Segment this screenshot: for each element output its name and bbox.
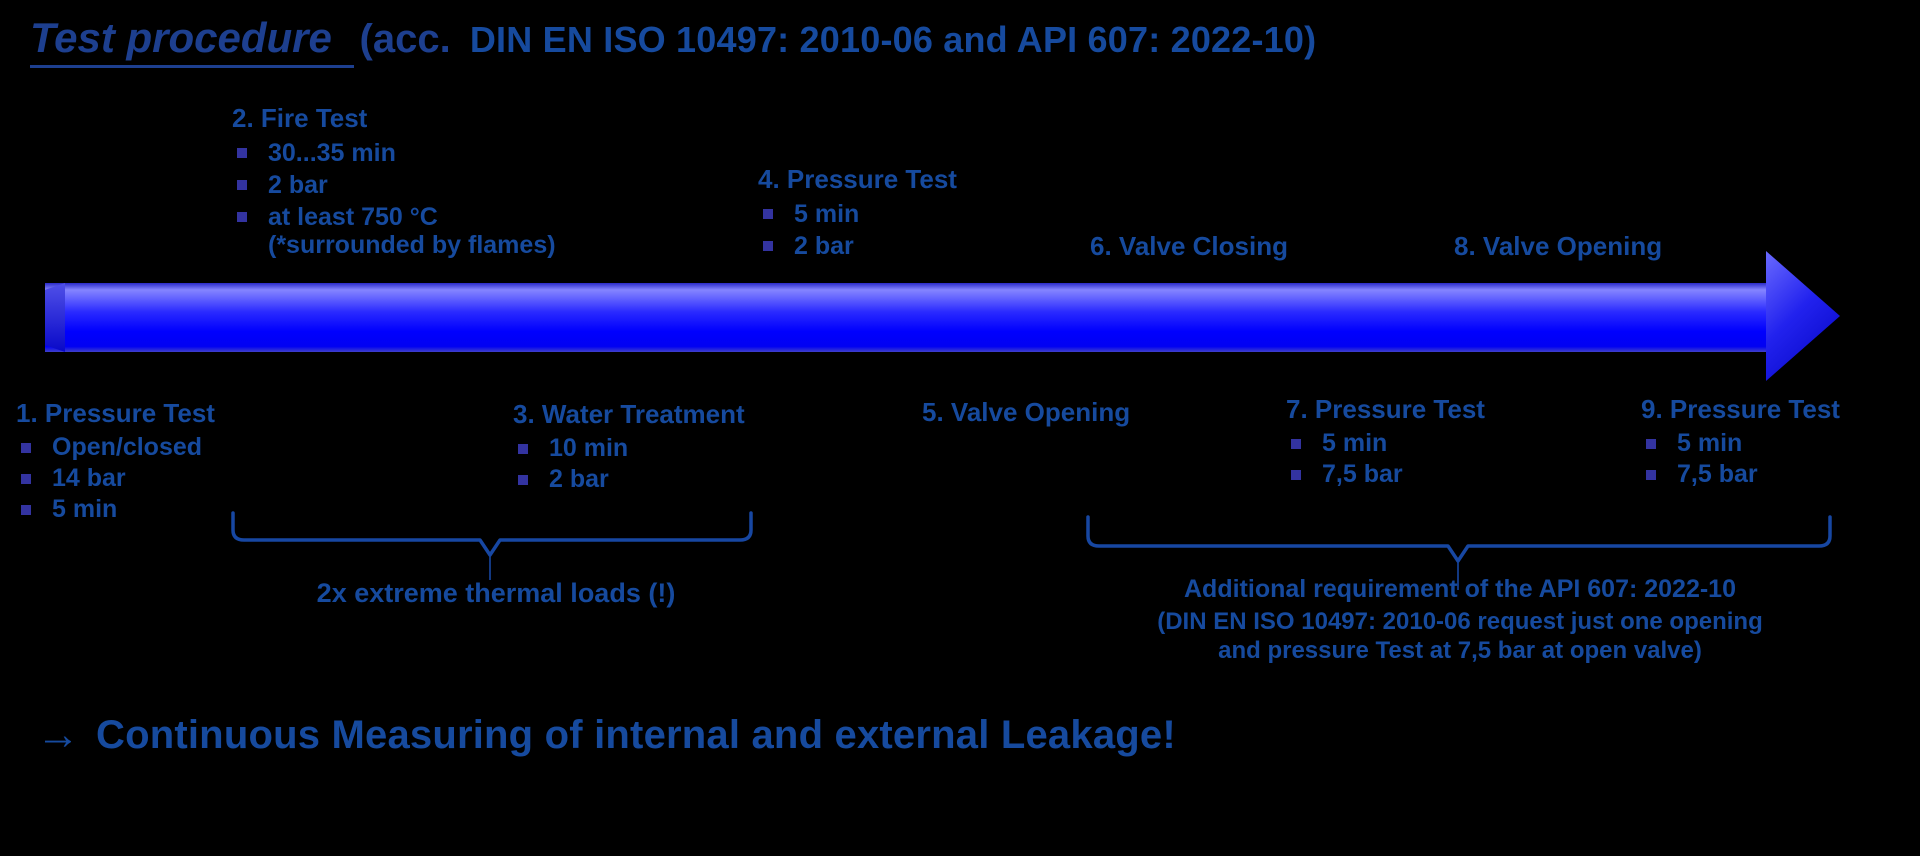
bullet-text: 2 bar bbox=[549, 465, 609, 493]
bullet-item: 5 min bbox=[1641, 428, 1840, 459]
bullet-text: 2 bar bbox=[794, 231, 854, 260]
bullet-text: 5 min bbox=[794, 199, 860, 228]
step-9-pressure-test: 9. Pressure Test 5 min 7,5 bar bbox=[1641, 394, 1840, 490]
bullet-square-icon bbox=[21, 473, 31, 484]
step-1-pressure-test: 1. Pressure Test Open/closed 14 bar 5 mi… bbox=[16, 398, 215, 525]
bullet-text: 7,5 bar bbox=[1322, 460, 1403, 488]
right-brace-subcaption-line1: (DIN EN ISO 10497: 2010-06 request just … bbox=[1157, 608, 1763, 635]
bullet-square-icon bbox=[237, 148, 247, 158]
bullet-text: 10 min bbox=[549, 434, 629, 462]
bullet-text: 7,5 bar bbox=[1677, 460, 1758, 488]
bullet-text: 5 min bbox=[1322, 429, 1388, 457]
bullet-square-icon bbox=[763, 241, 773, 251]
step-6-valve-closing: 6. Valve Closing bbox=[1090, 231, 1288, 261]
bullet-text: 5 min bbox=[52, 495, 118, 523]
title-procedure: Test procedure bbox=[30, 14, 354, 68]
left-brace-icon bbox=[231, 511, 753, 580]
bullet-item: 5 min bbox=[16, 494, 215, 525]
step-label: 1. Pressure Test bbox=[16, 398, 215, 428]
step-label: 4. Pressure Test bbox=[758, 164, 957, 194]
bullet-item: 5 min bbox=[758, 198, 957, 230]
left-brace-caption: 2x extreme thermal loads (!) bbox=[316, 578, 676, 608]
step-2-fire-test: 2. Fire Test 30...35 min 2 bar at least … bbox=[232, 103, 556, 260]
step-label: 8. Valve Opening bbox=[1454, 231, 1663, 261]
bullet-item: 14 bar bbox=[16, 463, 215, 494]
title-acc: (acc. bbox=[359, 17, 462, 61]
bullet-square-icon bbox=[1291, 469, 1301, 480]
step-4-pressure-test: 4. Pressure Test 5 min 2 bar bbox=[758, 164, 957, 262]
right-arrow-icon: → bbox=[36, 710, 80, 759]
step-label: 3. Water Treatment bbox=[513, 399, 745, 429]
right-brace-subcaption-line2: and pressure Test at 7,5 bar at open val… bbox=[1218, 637, 1702, 664]
bullet-square-icon bbox=[1291, 438, 1301, 449]
bullet-square-icon bbox=[763, 209, 773, 219]
bullet-square-icon bbox=[237, 212, 247, 222]
timeline-arrow-left-bevel bbox=[45, 283, 65, 352]
bullet-text: at least 750 °C bbox=[268, 202, 438, 231]
footer-text: Continuous Measuring of internal and ext… bbox=[96, 712, 1176, 757]
right-brace-icon bbox=[1086, 515, 1832, 590]
bullet-text: Open/closed bbox=[52, 433, 203, 461]
step-label: 7. Pressure Test bbox=[1286, 394, 1485, 424]
bullet-item: at least 750 °C bbox=[232, 201, 556, 233]
right-brace-caption: Additional requirement of the API 607: 2… bbox=[1184, 575, 1736, 603]
bullet-item: 7,5 bar bbox=[1641, 459, 1840, 490]
bullet-item: 10 min bbox=[513, 433, 745, 464]
step-5-valve-opening: 5. Valve Opening bbox=[922, 397, 1130, 427]
bullet-item: 30...35 min bbox=[232, 137, 556, 169]
bullet-item: 5 min bbox=[1286, 428, 1485, 459]
step-3-water-treatment: 3. Water Treatment 10 min 2 bar bbox=[513, 399, 745, 495]
bullet-item: 2 bar bbox=[232, 169, 556, 201]
bullet-square-icon bbox=[518, 474, 528, 485]
step-label: 5. Valve Opening bbox=[922, 397, 1131, 427]
bullet-square-icon bbox=[21, 442, 31, 453]
step-label: 2. Fire Test bbox=[232, 103, 368, 133]
bullet-square-icon bbox=[1646, 469, 1656, 480]
step-7-pressure-test: 7. Pressure Test 5 min 7,5 bar bbox=[1286, 394, 1485, 490]
title-standards: DIN EN ISO 10497: 2010-06 and API 607: 2… bbox=[469, 19, 1317, 60]
bullet-note: (*surrounded by flames) bbox=[268, 231, 556, 259]
bullet-item: Open/closed bbox=[16, 432, 215, 463]
timeline-arrow-body bbox=[45, 283, 1768, 352]
step-label: 9. Pressure Test bbox=[1641, 394, 1840, 424]
bullet-square-icon bbox=[518, 443, 528, 454]
bullet-text: 5 min bbox=[1677, 429, 1743, 457]
footer-conclusion: → Continuous Measuring of internal and e… bbox=[36, 710, 1176, 760]
bullet-text: 2 bar bbox=[268, 170, 328, 199]
page-title: Test procedure (acc. DIN EN ISO 10497: 2… bbox=[30, 14, 1316, 68]
bullet-text: 30...35 min bbox=[268, 138, 396, 167]
step-label: 6. Valve Closing bbox=[1090, 231, 1288, 261]
bullet-square-icon bbox=[1646, 438, 1656, 449]
step-8-valve-opening: 8. Valve Opening bbox=[1454, 231, 1662, 261]
bullet-item: 2 bar bbox=[758, 230, 957, 262]
bullet-item: 2 bar bbox=[513, 464, 745, 495]
timeline-arrow-head-icon bbox=[1766, 251, 1840, 381]
bullet-item: 7,5 bar bbox=[1286, 459, 1485, 490]
right-brace-subcaption: (DIN EN ISO 10497: 2010-06 request just … bbox=[1100, 607, 1820, 665]
bullet-text: 14 bar bbox=[52, 464, 126, 492]
bullet-square-icon bbox=[21, 504, 31, 515]
bullet-square-icon bbox=[237, 180, 247, 190]
